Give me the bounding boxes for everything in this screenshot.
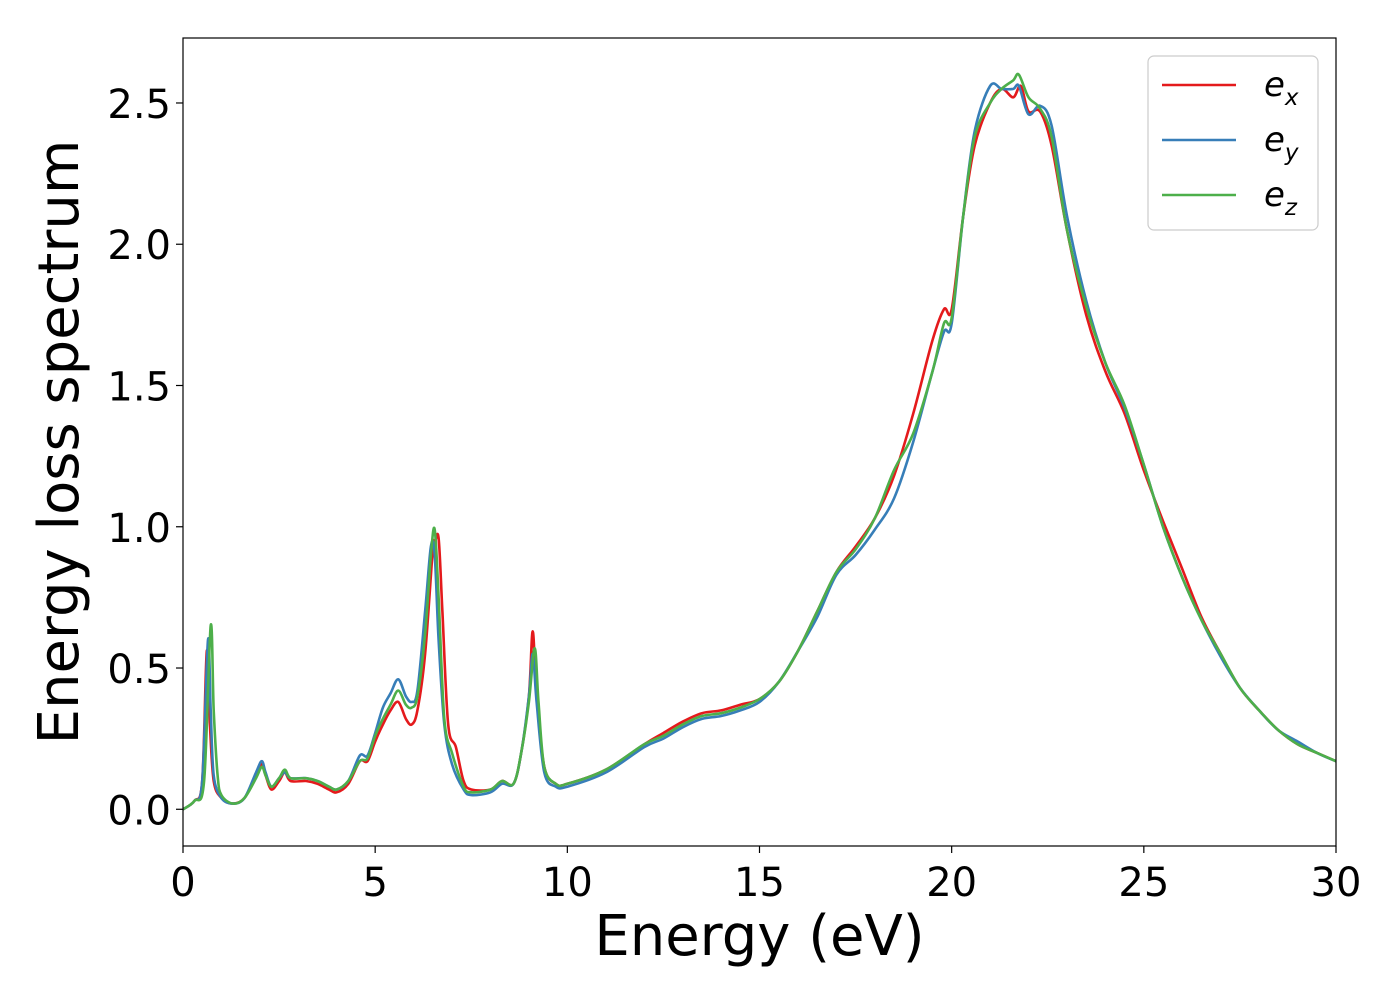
axes-layer: 0 5 10 15 20 25 30 0.0 0.5 1.0 1.5 2.0 2.5 [107, 37, 1362, 906]
y-tick-label: 1.0 [107, 506, 171, 552]
y-tick-label: 1.5 [107, 364, 171, 410]
x-tick-label: 5 [362, 860, 387, 906]
y-tick-label: 0.5 [107, 647, 171, 693]
series-layer [183, 72, 1336, 811]
x-tick-label: 10 [542, 860, 593, 906]
series-line-z [183, 72, 1336, 811]
y-tick-label: 2.5 [107, 82, 171, 128]
y-tick-label: 2.0 [107, 223, 171, 269]
x-tick-label: 15 [734, 860, 785, 906]
y-axis-title: Energy loss spectrum [27, 140, 92, 745]
legend-label-y: ey [1264, 120, 1299, 166]
legend-label-x: ex [1264, 65, 1299, 111]
legend-box [1147, 55, 1319, 231]
legend: ex ey ez [1147, 55, 1319, 231]
x-tick-label: 20 [926, 860, 977, 906]
legend-label-z: ez [1264, 175, 1298, 221]
x-tick-label: 25 [1118, 860, 1169, 906]
x-tick-label: 30 [1311, 860, 1362, 906]
x-axis-title: Energy (eV) [594, 904, 924, 969]
x-tick-label: 0 [170, 860, 195, 906]
y-tick-label: 0.0 [107, 788, 171, 834]
